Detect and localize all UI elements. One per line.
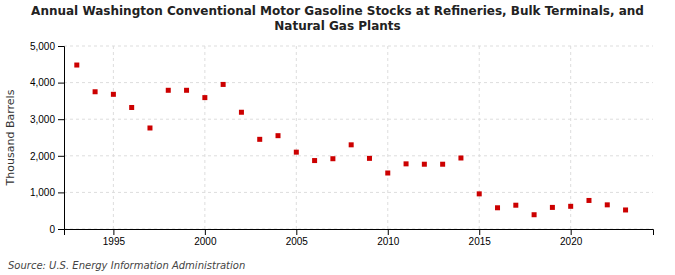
tick-label: 2015: [469, 236, 492, 247]
grid-line: [64, 192, 653, 193]
point: [111, 92, 116, 97]
point: [513, 203, 518, 208]
point: [74, 63, 79, 68]
grid-line: [64, 155, 653, 156]
y-axis: 0 1,000 2,000 3,000 4,000 5,000: [30, 41, 65, 235]
point: [166, 88, 171, 93]
title-line: Natural Gas Plants: [274, 19, 400, 33]
point: [312, 158, 317, 163]
tick: 1995: [103, 229, 126, 247]
tick-label: 2000: [194, 236, 217, 247]
point: [623, 207, 628, 212]
point: [477, 191, 482, 196]
grid-line: [64, 119, 653, 120]
tick-label: 1995: [103, 236, 126, 247]
tick-label: 2005: [286, 236, 309, 247]
point: [495, 205, 500, 210]
point: [202, 95, 207, 100]
tick: 2020: [560, 229, 583, 247]
tick: 2015: [469, 229, 492, 247]
x-axis: 1995 2000 2005 2010 2015 2020: [65, 229, 654, 247]
point: [568, 204, 573, 209]
tick: 2005: [286, 229, 309, 247]
points: [74, 63, 628, 218]
y-axis-label: Thousand Barrels: [4, 89, 17, 186]
point: [294, 150, 299, 155]
point: [605, 202, 610, 207]
tick: 2000: [194, 229, 217, 247]
grid-line: [570, 46, 571, 229]
point: [385, 171, 390, 176]
axis-line: [65, 230, 654, 236]
tick-label: 2,000: [30, 151, 55, 162]
point: [184, 88, 189, 93]
axis-line: [58, 47, 65, 230]
grid: [64, 46, 653, 229]
tick-mark: [479, 229, 480, 235]
point: [550, 205, 555, 210]
tick-mark: [58, 83, 64, 84]
point: [221, 82, 226, 87]
tick-mark: [113, 229, 114, 235]
point: [129, 105, 134, 110]
point: [330, 156, 335, 161]
tick-mark: [296, 229, 297, 235]
title-line: Annual Washington Conventional Motor Gas…: [31, 4, 644, 18]
tick-label: 1,000: [30, 187, 55, 198]
tick: 1,000: [30, 187, 64, 198]
tick: 3,000: [30, 114, 64, 125]
tick-label: 2020: [560, 236, 583, 247]
grid-line: [204, 46, 205, 229]
point: [586, 198, 591, 203]
point: [422, 162, 427, 167]
tick-label: 3,000: [30, 114, 55, 125]
point: [458, 155, 463, 160]
point: [257, 137, 262, 142]
tick-mark: [58, 192, 64, 193]
tick-mark: [205, 229, 206, 235]
source-note: Source: U.S. Energy Information Administ…: [8, 260, 245, 271]
point: [440, 162, 445, 167]
tick: 4,000: [30, 77, 64, 88]
grid-line: [113, 46, 114, 229]
tick-mark: [388, 229, 389, 235]
chart: Annual Washington Conventional Motor Gas…: [0, 0, 675, 275]
tick: 0: [49, 224, 64, 235]
grid-line: [64, 82, 653, 83]
tick-label: 4,000: [30, 77, 55, 88]
plot: 1995 2000 2005 2010 2015 2020 0 1,000 2,000 3,000…: [30, 41, 654, 247]
point: [349, 142, 354, 147]
tick: 2,000: [30, 151, 64, 162]
grid-line: [64, 46, 653, 47]
point: [404, 161, 409, 166]
point: [276, 133, 281, 138]
point: [239, 110, 244, 115]
point: [147, 125, 152, 130]
tick: 5,000: [30, 41, 64, 52]
title: Annual Washington Conventional Motor Gas…: [31, 4, 644, 33]
grid-line: [296, 46, 297, 229]
point: [93, 89, 98, 94]
grid-line: [387, 46, 388, 229]
point: [532, 212, 537, 217]
point: [367, 156, 372, 161]
tick-mark: [58, 119, 64, 120]
tick-label: 2010: [377, 236, 400, 247]
tick-label: 5,000: [30, 41, 55, 52]
tick-mark: [58, 46, 64, 47]
tick-mark: [58, 229, 64, 230]
grid-line: [479, 46, 480, 229]
tick-label: 0: [49, 224, 55, 235]
tick-mark: [58, 156, 64, 157]
tick: 2010: [377, 229, 400, 247]
tick-mark: [571, 229, 572, 235]
